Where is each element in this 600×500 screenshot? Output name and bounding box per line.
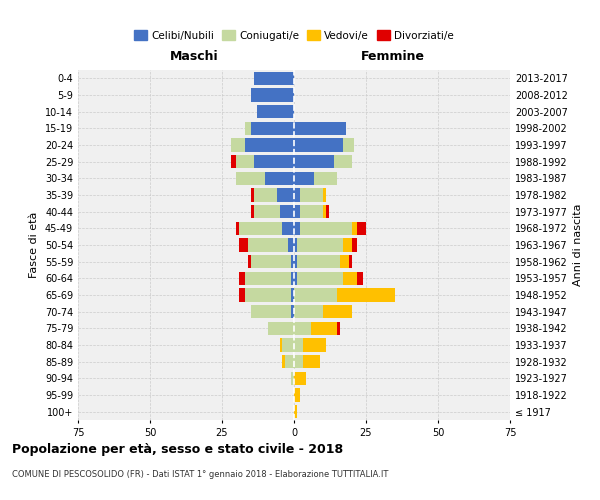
Bar (291, 288, 294, 302)
Bar (294, 188, 300, 202)
Bar (337, 288, 395, 302)
Bar (257, 105, 294, 118)
Bar (236, 155, 254, 168)
Bar (300, 205, 323, 218)
Bar (337, 322, 340, 335)
Bar (300, 188, 323, 202)
Bar (251, 88, 294, 102)
Bar (334, 155, 352, 168)
Bar (291, 372, 294, 385)
Bar (294, 338, 302, 351)
Text: COMUNE DI PESCOSOLIDO (FR) - Dati ISTAT 1° gennaio 2018 - Elaborazione TUTTITALI: COMUNE DI PESCOSOLIDO (FR) - Dati ISTAT … (12, 470, 388, 479)
Bar (239, 288, 245, 302)
Bar (294, 138, 343, 151)
Bar (254, 188, 277, 202)
Legend: Celibi/Nubili, Coniugati/e, Vedovi/e, Divorziati/e: Celibi/Nubili, Coniugati/e, Vedovi/e, Di… (130, 26, 458, 45)
Bar (302, 355, 320, 368)
Text: Maschi: Maschi (170, 50, 219, 63)
Bar (358, 222, 366, 235)
Bar (294, 238, 297, 252)
Bar (294, 272, 297, 285)
Bar (251, 188, 254, 202)
Y-axis label: Fasce di età: Fasce di età (29, 212, 39, 278)
Bar (245, 272, 291, 285)
Bar (352, 222, 358, 235)
Bar (280, 338, 283, 351)
Bar (254, 72, 294, 85)
Bar (251, 122, 294, 135)
Bar (352, 238, 358, 252)
Bar (230, 155, 236, 168)
Bar (300, 222, 352, 235)
Y-axis label: Anni di nascita: Anni di nascita (573, 204, 583, 286)
Bar (251, 305, 291, 318)
Bar (277, 188, 294, 202)
Bar (245, 288, 291, 302)
Bar (294, 405, 297, 418)
Bar (349, 255, 352, 268)
Bar (251, 205, 254, 218)
Bar (314, 172, 337, 185)
Bar (311, 322, 337, 335)
Bar (294, 322, 311, 335)
Bar (294, 388, 300, 402)
Bar (294, 222, 300, 235)
Bar (343, 138, 355, 151)
Bar (297, 255, 340, 268)
Text: Popolazione per età, sesso e stato civile - 2018: Popolazione per età, sesso e stato civil… (12, 442, 343, 456)
Bar (283, 222, 294, 235)
Bar (294, 255, 297, 268)
Bar (254, 155, 294, 168)
Bar (283, 338, 294, 351)
Bar (239, 222, 283, 235)
Bar (283, 355, 286, 368)
Bar (239, 272, 245, 285)
Bar (239, 238, 248, 252)
Bar (297, 272, 343, 285)
Bar (323, 305, 352, 318)
Bar (294, 305, 323, 318)
Bar (248, 238, 288, 252)
Bar (323, 188, 326, 202)
Bar (294, 288, 337, 302)
Text: Femmine: Femmine (361, 50, 425, 63)
Bar (358, 272, 363, 285)
Bar (265, 172, 294, 185)
Bar (280, 205, 294, 218)
Bar (288, 238, 294, 252)
Bar (291, 255, 294, 268)
Bar (294, 355, 302, 368)
Bar (323, 205, 326, 218)
Bar (294, 122, 346, 135)
Bar (297, 238, 343, 252)
Bar (302, 338, 326, 351)
Bar (248, 255, 251, 268)
Bar (286, 355, 294, 368)
Bar (245, 138, 294, 151)
Bar (236, 172, 265, 185)
Bar (254, 205, 280, 218)
Bar (291, 272, 294, 285)
Bar (236, 222, 239, 235)
Bar (268, 322, 294, 335)
Bar (245, 122, 251, 135)
Bar (343, 272, 358, 285)
Bar (294, 372, 305, 385)
Bar (340, 255, 349, 268)
Bar (343, 238, 352, 252)
Bar (294, 155, 334, 168)
Bar (294, 172, 314, 185)
Bar (291, 305, 294, 318)
Bar (326, 205, 329, 218)
Bar (251, 255, 291, 268)
Bar (294, 205, 300, 218)
Bar (230, 138, 245, 151)
